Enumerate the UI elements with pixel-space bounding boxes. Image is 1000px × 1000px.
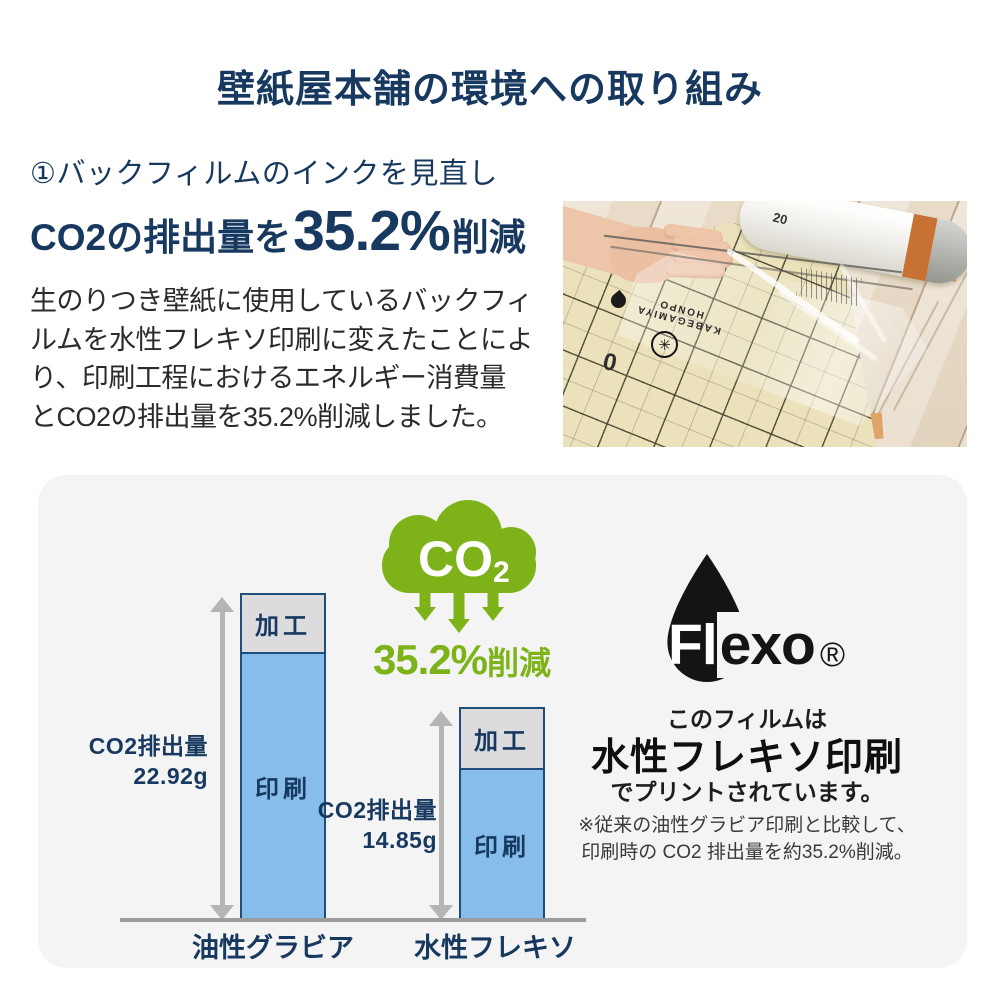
bar-yusei-gravure: 加工 印刷: [240, 593, 326, 920]
intro-line-3: り、印刷工程におけるエネルギー消費量: [30, 363, 506, 393]
intro-line-1: 生のりつき壁紙に使用しているバックフィ: [30, 286, 533, 316]
annotation-value: 22.92g: [133, 763, 208, 789]
reduction-percent: 35.2%: [372, 636, 488, 683]
bar2-segment-printing: 印刷: [461, 770, 543, 918]
bar1-segment-printing: 印刷: [242, 654, 324, 918]
bar1-annotation: CO2排出量 22.92g: [89, 731, 208, 791]
bar2-annotation: CO2排出量 14.85g: [318, 795, 437, 855]
flexo-note-2: 印刷時の CO2 排出量を約35.2%削減。: [581, 842, 913, 863]
segment-label: 印刷: [255, 775, 311, 803]
cloud-co2-text: CO2: [418, 531, 510, 589]
category-label-gravure: 油性グラビア: [192, 933, 354, 963]
page-title: 壁紙屋本舗の環境への取り組み: [216, 69, 763, 111]
bar2-height-arrow: [429, 711, 453, 920]
arrow-shaft: [438, 724, 444, 907]
reduction-figure: 35.2%削減: [352, 636, 572, 684]
flexo-note-1: ※従来の油性グラビア印刷と比較して、: [578, 815, 916, 836]
product-photo: KABEGAMIYA HONPO ✳ 0 20: [563, 201, 967, 447]
segment-label: 印刷: [474, 833, 530, 861]
bar2-segment-processing: 加工: [461, 709, 543, 770]
reduction-suffix: 削減: [487, 645, 552, 681]
section-heading: ①バックフィルムのインクを見直し: [30, 158, 498, 190]
intro-line-2: ルムを水性フレキソ印刷に変えたことによ: [30, 324, 533, 355]
arrow-down-icon: [429, 905, 453, 920]
arrow-shaft: [219, 610, 225, 907]
annotation-value: 14.85g: [362, 827, 437, 853]
photo-emblem-mark: ✳: [651, 331, 678, 358]
category-label-flexo: 水性フレキソ: [414, 933, 576, 963]
arrow-up-icon: [210, 597, 234, 612]
highlight-prefix: CO2の排出量を: [30, 217, 292, 258]
co2-highlight-line: CO2の排出量を 35.2% 削減: [30, 198, 526, 264]
registered-mark: ®: [820, 636, 846, 674]
bar1-segment-processing: 加工: [242, 595, 324, 654]
flexo-caption-3: でプリントされています。: [610, 779, 884, 805]
segment-label: 加工: [255, 613, 311, 640]
highlight-suffix: 削減: [451, 217, 526, 258]
flexo-caption-1: このフィルムは: [666, 706, 828, 732]
segment-label: 加工: [474, 728, 530, 755]
flexo-wordmark-fl: Fl: [668, 613, 718, 677]
chart-baseline: [120, 918, 586, 922]
highlight-percent: 35.2%: [293, 199, 451, 263]
bar-suisei-flexo: 加工 印刷: [459, 707, 545, 920]
intro-line-4: とCO2の排出量を35.2%削減しました。: [30, 401, 503, 432]
photo-emblem-glyph: ✳: [658, 336, 671, 354]
arrow-down-icon: [210, 905, 234, 920]
bar1-height-arrow: [210, 597, 234, 920]
flexo-caption-2: 水性フレキソ印刷: [590, 737, 903, 779]
annotation-label: CO2排出量: [88, 733, 208, 759]
annotation-label: CO2排出量: [317, 797, 437, 823]
co2-cloud-icon: CO2: [382, 500, 536, 633]
arrow-up-icon: [429, 711, 453, 726]
flexo-wordmark: Flexo: [668, 612, 816, 678]
flexo-wordmark-exo: exo: [716, 612, 816, 678]
intro-paragraph: 生のりつき壁紙に使用しているバックフィ ルムを水性フレキソ印刷に変えたことによ …: [30, 282, 575, 436]
